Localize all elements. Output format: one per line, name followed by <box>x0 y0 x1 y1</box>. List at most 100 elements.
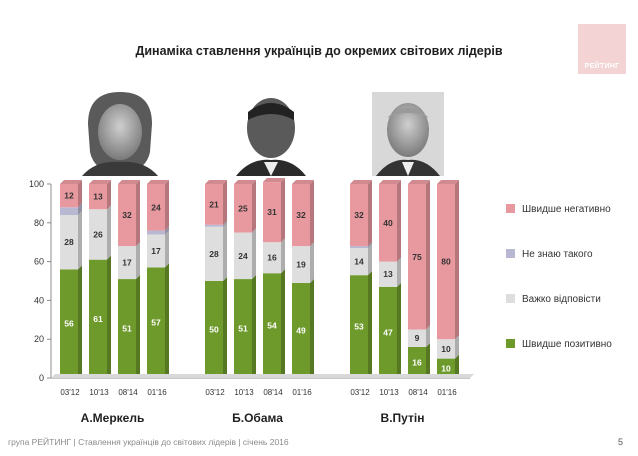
bar-side-hard_to_say <box>397 257 401 287</box>
bar-side-negative <box>368 180 372 247</box>
bar-top <box>89 180 111 184</box>
bar-side-negative <box>281 178 285 243</box>
x-tick-label: 01'16 <box>292 388 312 397</box>
bar-value-label: 26 <box>93 229 103 239</box>
bar-segment-negative <box>205 184 223 225</box>
legend-label: Не знаю такого <box>522 249 593 260</box>
bar-top <box>408 180 430 184</box>
bar-value-label: 13 <box>383 269 393 279</box>
bar-segment-hard_to_say <box>118 246 136 280</box>
bar-segment-negative <box>60 184 78 208</box>
legend-swatch-dont_know <box>506 249 515 258</box>
bar-value-label: 16 <box>267 253 277 263</box>
bar-segment-hard_to_say <box>60 215 78 270</box>
bar-value-label: 10 <box>441 344 451 354</box>
legend-swatch-negative <box>506 204 515 213</box>
bar-segment-dont_know <box>147 230 165 235</box>
bar-side-dont_know <box>78 203 82 216</box>
bar-value-label: 32 <box>296 210 306 220</box>
bar-segment-positive <box>350 275 368 378</box>
bar-side-hard_to_say <box>78 211 82 270</box>
legend-swatch-hard_to_say <box>506 294 515 303</box>
bar-side-negative <box>136 180 140 247</box>
bar-value-label: 28 <box>209 249 219 259</box>
bar-value-label: 14 <box>354 257 364 267</box>
bar-value-label: 25 <box>238 203 248 213</box>
bar-side-negative <box>310 180 314 247</box>
bar-segment-positive <box>437 358 455 378</box>
group-label: В.Путін <box>381 411 425 425</box>
bar-side-positive <box>78 265 82 378</box>
bar-segment-hard_to_say <box>89 209 107 260</box>
bar-side-positive <box>165 263 169 378</box>
bar-segment-positive <box>408 346 426 378</box>
bar-side-hard_to_say <box>223 222 227 281</box>
bar-segment-hard_to_say <box>379 261 397 287</box>
bar-value-label: 32 <box>122 210 132 220</box>
bar-segment-negative <box>437 184 455 340</box>
bar-side-negative <box>397 180 401 262</box>
bar-segment-negative <box>89 184 107 210</box>
bar-value-label: 80 <box>441 257 451 267</box>
bar-top <box>118 180 140 184</box>
bar-side-dont_know <box>368 242 372 249</box>
bar-segment-positive <box>379 286 397 378</box>
bar-side-hard_to_say <box>368 244 372 276</box>
bar-side-hard_to_say <box>281 238 285 274</box>
bar-segment-positive <box>263 273 281 378</box>
y-tick-label: 40 <box>34 295 44 305</box>
x-tick-label: 10'13 <box>234 388 254 397</box>
bar-segment-hard_to_say <box>292 246 310 283</box>
bar-segment-positive <box>147 267 165 378</box>
group-label: Б.Обама <box>232 411 283 425</box>
bar-top <box>147 180 169 184</box>
x-tick-label: 03'12 <box>350 388 370 397</box>
bar-value-label: 54 <box>267 321 277 331</box>
bar-side-positive <box>310 278 314 378</box>
bar-value-label: 51 <box>238 324 248 334</box>
x-tick-label: 08'14 <box>263 388 283 397</box>
bar-value-label: 47 <box>383 327 393 337</box>
bar-side-hard_to_say <box>310 242 314 283</box>
bar-segment-negative <box>379 184 397 262</box>
x-tick-label: 03'12 <box>60 388 80 397</box>
bar-top <box>292 180 314 184</box>
bar-value-label: 9 <box>415 333 420 343</box>
bar-side-negative <box>223 180 227 225</box>
bar-value-label: 21 <box>209 199 219 209</box>
bar-value-label: 13 <box>93 192 103 202</box>
bar-value-label: 10 <box>441 363 451 373</box>
bar-side-negative <box>426 180 430 330</box>
x-tick-label: 10'13 <box>89 388 109 397</box>
legend-label: Швидше позитивно <box>522 339 612 350</box>
bar-segment-hard_to_say <box>263 242 281 274</box>
bar-value-label: 53 <box>354 322 364 332</box>
bar-side-positive <box>426 342 430 378</box>
bar-side-positive <box>107 255 111 378</box>
bar-segment-hard_to_say <box>205 226 223 281</box>
x-tick-label: 03'12 <box>205 388 225 397</box>
bar-value-label: 40 <box>383 218 393 228</box>
bar-value-label: 17 <box>122 258 132 268</box>
bar-segment-hard_to_say <box>437 339 455 359</box>
bar-segment-hard_to_say <box>408 329 426 347</box>
bar-side-negative <box>107 180 111 210</box>
bar-side-hard_to_say <box>252 228 256 280</box>
bar-segment-dont_know <box>205 224 223 227</box>
y-tick-label: 100 <box>29 179 44 189</box>
bar-segment-negative <box>292 184 310 247</box>
bar-value-label: 32 <box>354 210 364 220</box>
y-tick-label: 60 <box>34 257 44 267</box>
chart-title: Динаміка ставлення українців до окремих … <box>135 44 503 58</box>
portrait-putin <box>372 92 444 176</box>
bar-side-negative <box>165 180 169 231</box>
bar-side-positive <box>252 275 256 378</box>
bar-side-positive <box>281 269 285 378</box>
bar-value-label: 31 <box>267 207 277 217</box>
bar-value-label: 16 <box>412 357 422 367</box>
y-tick-label: 0 <box>39 373 44 383</box>
bar-segment-hard_to_say <box>234 232 252 280</box>
y-tick-label: 20 <box>34 334 44 344</box>
x-tick-label: 08'14 <box>118 388 138 397</box>
